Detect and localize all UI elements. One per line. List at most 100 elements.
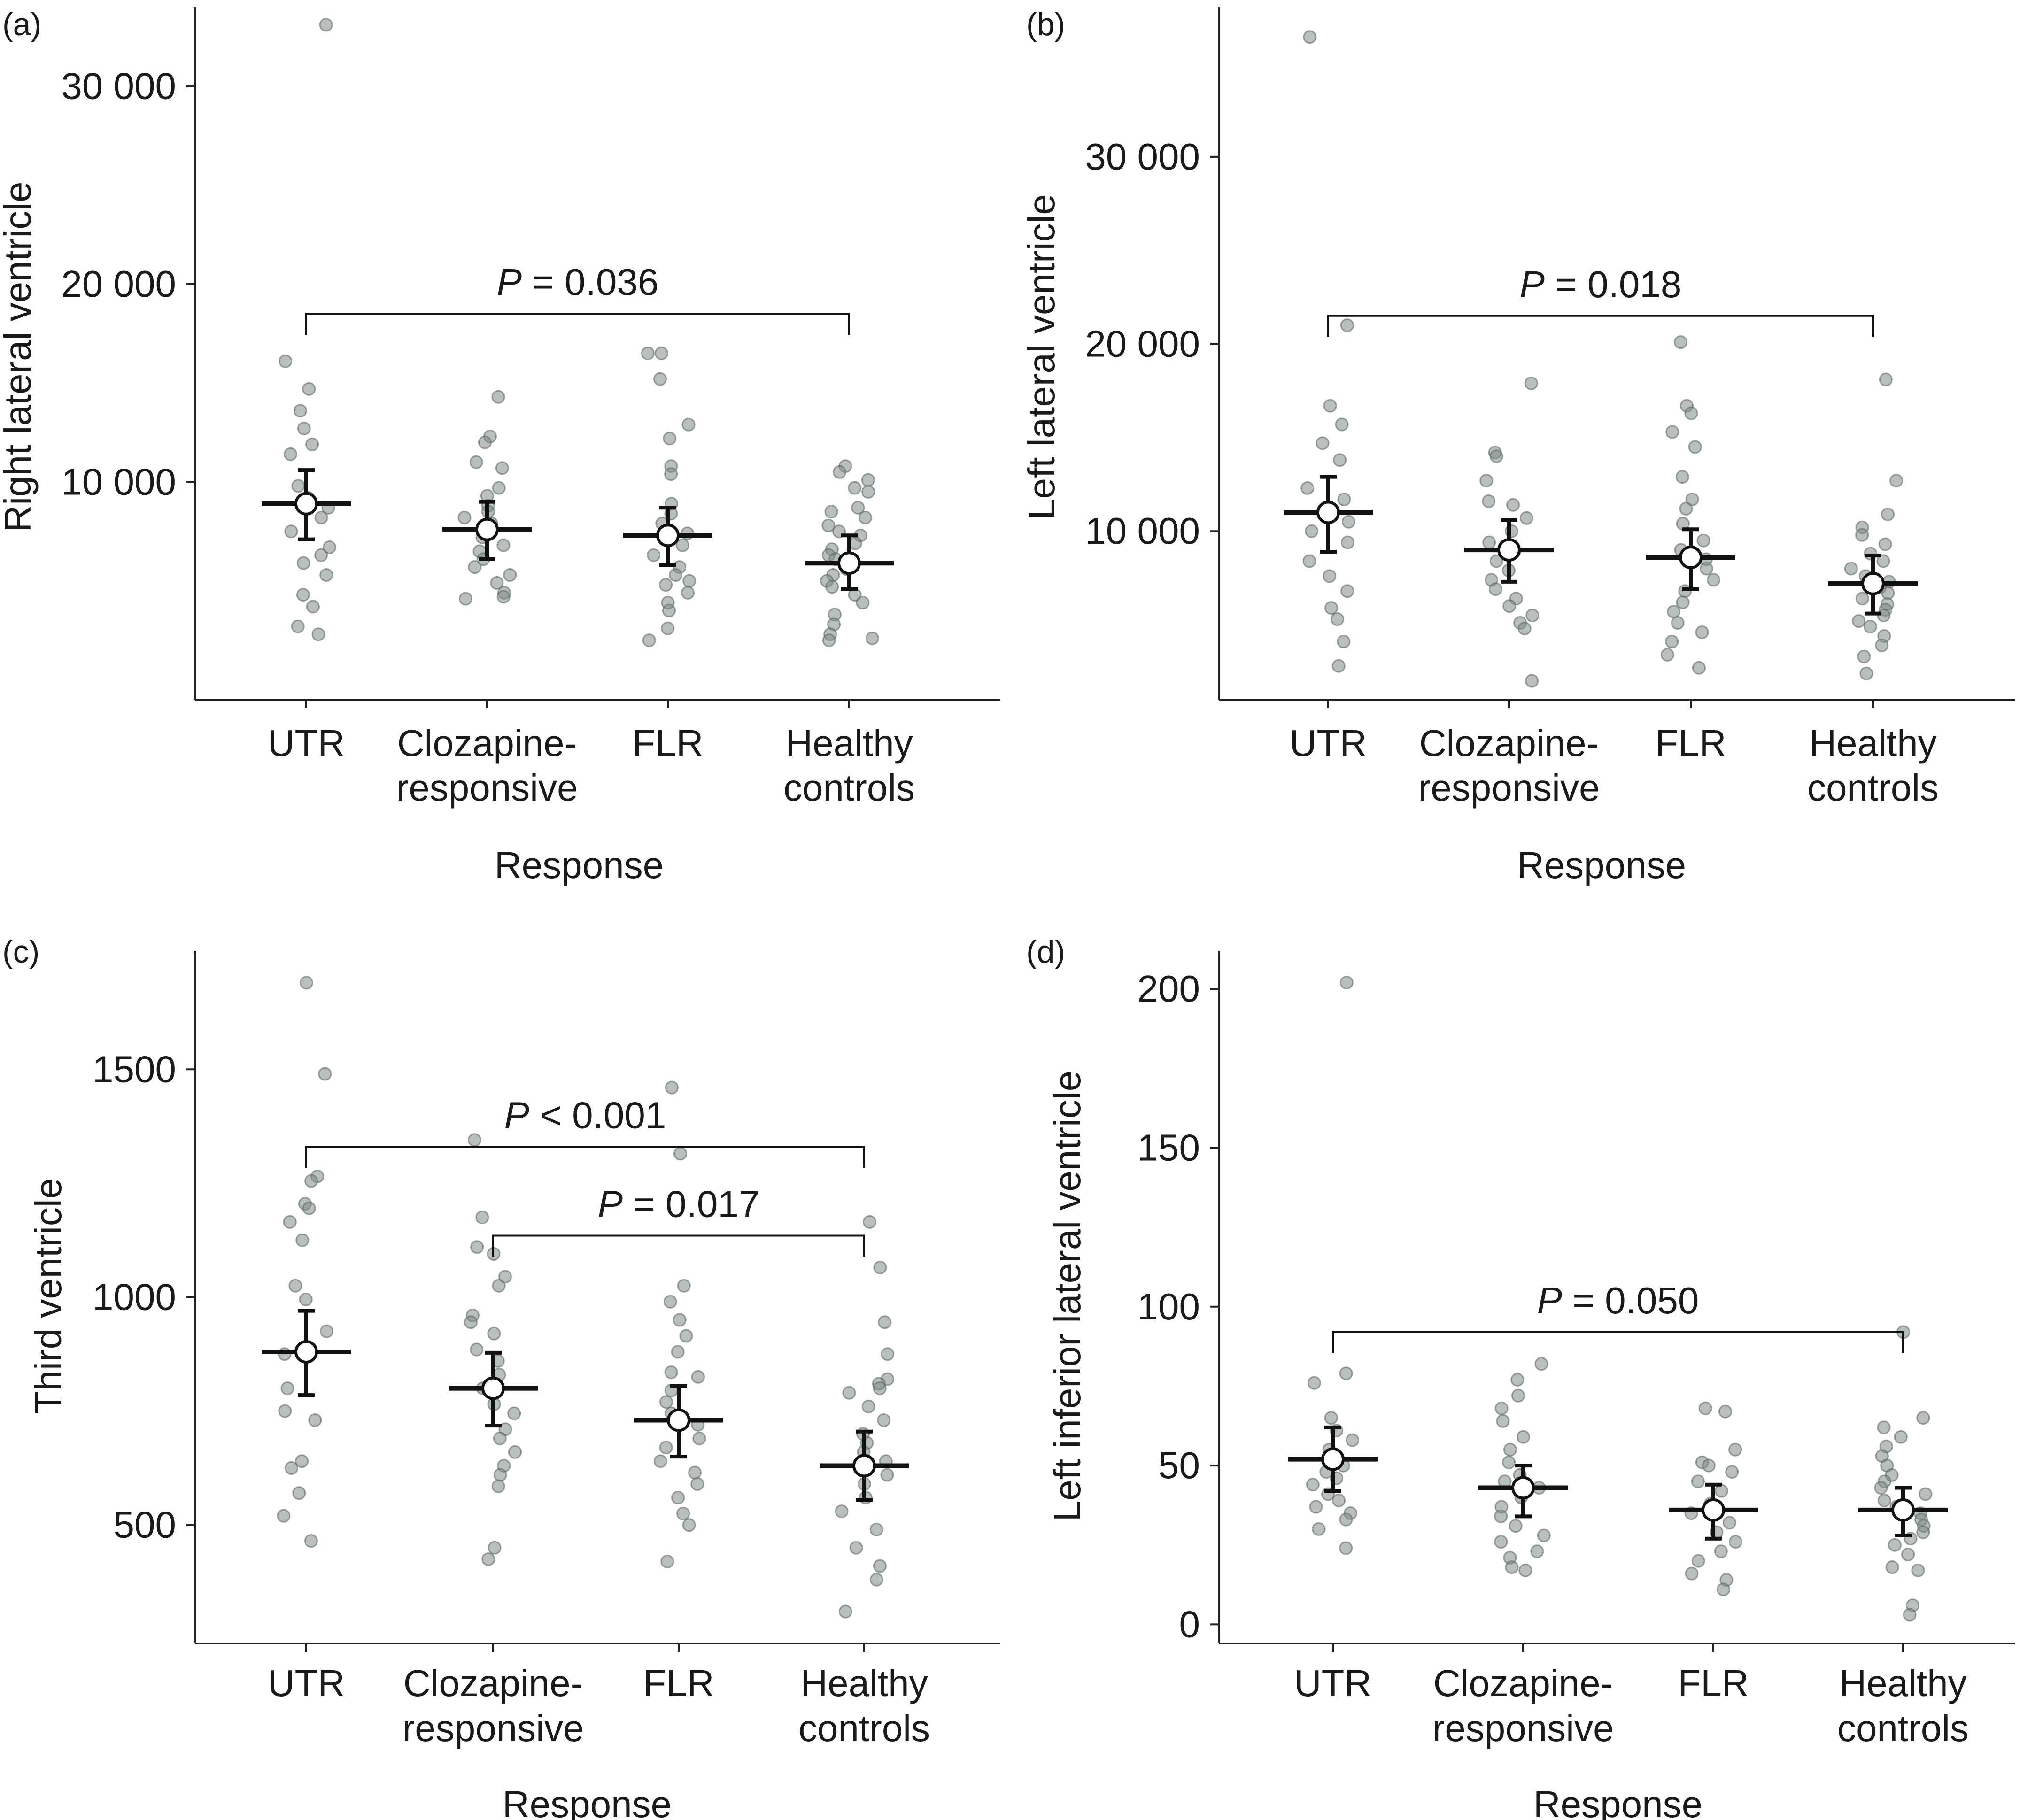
data-point	[1307, 1376, 1321, 1390]
data-point	[822, 633, 836, 648]
data-point	[654, 347, 668, 360]
data-point	[1324, 601, 1339, 615]
data-point	[1911, 1563, 1925, 1577]
data-point	[478, 435, 492, 449]
data-point	[492, 481, 506, 495]
data-point	[311, 627, 325, 641]
data-point	[508, 1445, 522, 1459]
data-point	[296, 556, 310, 570]
significance-bracket	[1327, 315, 1874, 337]
data-point	[302, 382, 316, 396]
data-point	[671, 1345, 685, 1359]
data-point	[464, 1315, 478, 1329]
data-point	[1901, 1548, 1915, 1562]
y-axis-title: Third ventricle	[27, 1178, 69, 1414]
data-point	[1309, 1500, 1323, 1514]
data-point	[1916, 1525, 1930, 1539]
data-point	[1503, 1442, 1517, 1457]
data-point	[1511, 1388, 1525, 1403]
data-point	[1728, 1535, 1742, 1549]
data-point	[308, 1413, 322, 1427]
data-point	[664, 1365, 678, 1380]
x-category-label: controls	[1807, 767, 1939, 809]
data-point	[1688, 440, 1702, 454]
panel-label: (d)	[1026, 934, 1065, 970]
data-point	[663, 432, 677, 446]
data-point	[496, 538, 511, 552]
data-point	[1691, 1554, 1705, 1568]
data-point	[1894, 1430, 1908, 1444]
data-point	[1494, 1401, 1509, 1415]
data-point	[1340, 535, 1354, 549]
data-point	[467, 1133, 481, 1147]
data-point	[821, 518, 836, 532]
data-point	[1482, 494, 1496, 508]
data-point	[681, 586, 695, 600]
x-category-label: controls	[1837, 1707, 1969, 1749]
data-point	[1699, 562, 1713, 576]
data-point	[1876, 554, 1890, 568]
data-point	[682, 1518, 696, 1532]
data-point	[1877, 1420, 1891, 1434]
data-point	[304, 1174, 318, 1188]
data-point	[1881, 507, 1895, 521]
mean-marker	[1891, 1498, 1915, 1522]
y-tick-label: 100	[1138, 1286, 1200, 1327]
data-point	[314, 548, 328, 562]
data-point	[1857, 649, 1871, 663]
data-point	[1525, 609, 1540, 623]
x-category-label: Healthy	[785, 722, 913, 764]
data-point	[288, 1279, 302, 1293]
data-point	[493, 1431, 507, 1445]
data-point	[284, 524, 298, 539]
data-point	[1878, 537, 1892, 551]
panel-label: (b)	[1026, 7, 1065, 42]
x-category-label: Clozapine-	[1419, 722, 1599, 764]
data-point	[659, 1395, 673, 1409]
data-point	[1505, 1560, 1519, 1574]
y-tick-label: 1500	[93, 1048, 176, 1090]
data-point	[1877, 1494, 1891, 1508]
data-point	[1303, 30, 1317, 44]
data-point	[690, 1477, 704, 1491]
data-point	[660, 1554, 674, 1568]
data-point	[488, 1541, 502, 1555]
data-point	[671, 1490, 685, 1504]
y-tick-label: 20 000	[61, 263, 176, 305]
data-point	[663, 1295, 677, 1309]
data-point	[677, 1279, 691, 1293]
x-category-label: Clozapine-	[1433, 1662, 1613, 1704]
data-point	[1671, 616, 1685, 630]
significance-bracket	[305, 313, 850, 335]
data-point	[653, 1454, 667, 1468]
data-point	[1916, 1411, 1930, 1425]
data-point	[1524, 376, 1538, 390]
data-point	[299, 976, 313, 990]
data-point	[481, 1552, 495, 1566]
data-point	[1855, 528, 1869, 542]
data-point	[302, 1201, 316, 1215]
data-point	[291, 619, 305, 633]
data-point	[1685, 1566, 1699, 1581]
data-point	[1919, 1487, 1933, 1501]
data-point	[653, 372, 667, 386]
data-point	[1717, 1582, 1731, 1596]
x-category-label: Healthy	[1839, 1662, 1966, 1704]
data-point	[299, 1292, 313, 1306]
x-axis-title: Response	[503, 1783, 672, 1820]
data-point	[1885, 1560, 1899, 1574]
data-point	[1340, 584, 1354, 598]
x-category-label: Healthy	[800, 1662, 928, 1704]
data-point	[1323, 569, 1337, 583]
data-point	[278, 1404, 292, 1418]
data-point	[877, 1413, 891, 1427]
data-point	[277, 1509, 291, 1523]
data-point	[835, 1504, 849, 1519]
data-point	[280, 1381, 294, 1396]
data-point	[873, 1260, 887, 1274]
x-category-label: FLR	[643, 1662, 714, 1704]
mean-marker	[1861, 571, 1885, 595]
data-point	[1714, 1484, 1728, 1498]
data-point	[849, 1541, 863, 1555]
data-point	[306, 600, 320, 614]
